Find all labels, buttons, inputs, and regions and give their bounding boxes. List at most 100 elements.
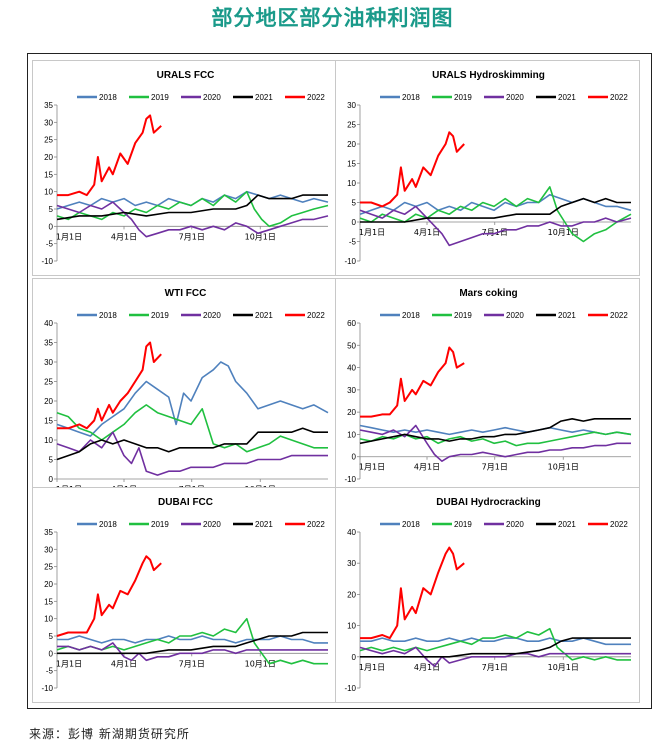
y-tick-label: 10: [44, 436, 53, 445]
x-tick-label: 10月1日: [548, 463, 579, 472]
x-tick-label: 1月1日: [359, 228, 385, 237]
series-line-2022: [360, 131, 465, 208]
legend-label-2021: 2021: [558, 311, 576, 320]
y-tick-label: -5: [46, 667, 54, 676]
y-tick-label: 0: [49, 222, 54, 231]
x-tick-label: 7月1日: [482, 228, 508, 237]
y-tick-label: 5: [49, 205, 54, 214]
legend-label-2021: 2021: [558, 520, 576, 529]
y-tick-label: 15: [44, 170, 53, 179]
series-line-2019: [359, 627, 631, 661]
y-tick-label: 25: [347, 121, 356, 130]
y-tick-label: 5: [49, 456, 54, 465]
series-line-2018: [56, 190, 329, 210]
chart-mars-coking: Mars coking 2018 2019 2020 2021 2022 -10 0 10 20 3…: [344, 288, 632, 484]
x-tick-label: 10月1日: [245, 232, 276, 241]
x-tick-label: 1月1日: [359, 463, 385, 472]
y-tick-label: 25: [44, 563, 53, 572]
series-line-2019: [56, 190, 329, 228]
series-line-2018: [57, 635, 328, 644]
legend-label-2019: 2019: [151, 93, 169, 102]
chart-panel-wti-fcc: WTI FCC 2018 2019 2020 2021 2022 0 5 10 15 20 25 30 3…: [32, 278, 337, 494]
legend-label-2021: 2021: [255, 520, 273, 529]
series-line-2018: [56, 361, 329, 437]
page-title: 部分地区部分油种利润图: [211, 5, 454, 30]
series-line-2021: [57, 631, 328, 655]
series-line-2022: [57, 114, 162, 197]
x-tick-label: 4月1日: [414, 663, 440, 672]
x-tick-label: 1月1日: [359, 663, 385, 672]
series-line-2021: [360, 637, 631, 658]
series-line-2021: [56, 194, 328, 221]
legend-label-2021: 2021: [255, 93, 273, 102]
legend-label-2018: 2018: [402, 93, 420, 102]
series-line-2018: [360, 637, 631, 646]
chart-wti-fcc: WTI FCC 2018 2019 2020 2021 2022 0 5 10 15 20 25 30 3…: [44, 288, 329, 494]
chart-title: WTI FCC: [165, 288, 207, 299]
legend-label-2021: 2021: [255, 311, 273, 320]
x-tick-label: 10月1日: [245, 659, 276, 668]
series-line-2022: [57, 341, 162, 430]
chart-title: DUBAI FCC: [158, 497, 213, 508]
chart-title: URALS FCC: [157, 70, 215, 81]
series-line-2022: [360, 346, 465, 418]
legend-label-2020: 2020: [506, 520, 524, 529]
y-tick-label: 25: [44, 136, 53, 145]
chart-title: Mars coking: [459, 288, 517, 299]
series-line-2022: [360, 546, 465, 640]
y-tick-label: 0: [49, 649, 54, 658]
chart-urals-fcc: URALS FCC 2018 2019 2020 2021 2022 -10 -5 0 5 10 15…: [41, 70, 329, 266]
x-tick-label: 7月1日: [179, 659, 205, 668]
series-line-2021: [359, 418, 631, 445]
x-tick-label: 7月1日: [482, 663, 508, 672]
chart-panel-urals-fcc: URALS FCC 2018 2019 2020 2021 2022 -10 -5 0 5 10 15…: [32, 60, 337, 276]
chart-panel-dubai-fcc: DUBAI FCC 2018 2019 2020 2021 2022 -10 -5 0 5 10 15…: [32, 487, 337, 703]
legend-label-2018: 2018: [99, 311, 117, 320]
legend-label-2019: 2019: [454, 311, 472, 320]
x-tick-label: 10月1日: [548, 228, 579, 237]
y-tick-label: 0: [352, 218, 357, 227]
y-tick-label: 15: [44, 597, 53, 606]
legend-label-2018: 2018: [402, 311, 420, 320]
chart-title: DUBAI Hydrocracking: [436, 497, 540, 508]
legend-label-2022: 2022: [610, 93, 628, 102]
x-tick-label: 4月1日: [414, 228, 440, 237]
legend-label-2021: 2021: [558, 93, 576, 102]
y-tick-label: -10: [41, 684, 53, 693]
legend-label-2020: 2020: [506, 311, 524, 320]
y-tick-label: 20: [347, 408, 356, 417]
y-tick-label: 20: [44, 153, 53, 162]
y-tick-label: 20: [347, 590, 356, 599]
y-tick-label: 40: [44, 319, 53, 328]
y-tick-label: -10: [41, 257, 53, 266]
y-tick-label: 10: [347, 622, 356, 631]
y-tick-label: 25: [44, 378, 53, 387]
chart-dubai-hydrocracking: DUBAI Hydrocracking 2018 2019 2020 2021 2022 -…: [344, 497, 631, 693]
legend-label-2022: 2022: [610, 520, 628, 529]
chart-panel-urals-hydroskimming: URALS Hydroskimming 2018 2019 2020 2021 2022 -…: [335, 60, 640, 276]
legend-label-2020: 2020: [203, 93, 221, 102]
y-tick-label: 30: [44, 118, 53, 127]
x-tick-label: 10月1日: [548, 663, 579, 672]
y-tick-label: 0: [352, 453, 357, 462]
y-tick-label: -10: [344, 257, 356, 266]
y-tick-label: 20: [347, 140, 356, 149]
y-tick-label: 40: [347, 364, 356, 373]
legend-label-2018: 2018: [99, 520, 117, 529]
series-line-2021: [56, 427, 328, 461]
y-tick-label: 60: [347, 319, 356, 328]
source-note: 来源：彭博 新湖期货研究所: [29, 727, 190, 741]
series-line-2019: [359, 186, 632, 243]
legend-label-2019: 2019: [454, 93, 472, 102]
legend-label-2020: 2020: [506, 93, 524, 102]
series-line-2020: [56, 431, 328, 476]
legend-label-2019: 2019: [151, 520, 169, 529]
series-line-2018: [359, 424, 632, 436]
y-tick-label: 40: [347, 528, 356, 537]
x-tick-label: 7月1日: [179, 232, 205, 241]
y-tick-label: 35: [44, 528, 53, 537]
chart-panel-mars-coking: Mars coking 2018 2019 2020 2021 2022 -10 0 10 20 3…: [335, 278, 640, 494]
y-tick-label: 10: [347, 430, 356, 439]
x-tick-label: 4月1日: [111, 232, 137, 241]
y-tick-label: -5: [46, 240, 54, 249]
